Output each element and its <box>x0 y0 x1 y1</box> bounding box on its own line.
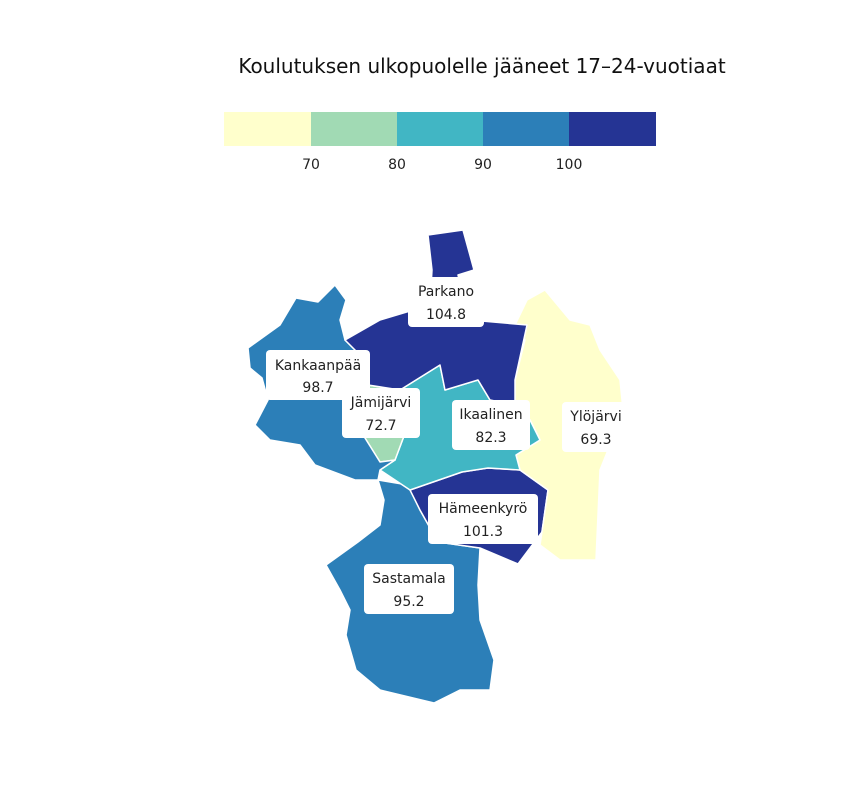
legend-tick-100: 100 <box>556 157 583 173</box>
legend-tick-90: 90 <box>474 157 492 173</box>
label-ylojarvi-value: 69.3 <box>580 432 611 448</box>
label-ylojarvi-name: Ylöjärvi <box>569 409 621 425</box>
label-jamijarvi-value: 72.7 <box>365 418 396 434</box>
label-ikaalinen-value: 82.3 <box>475 430 506 446</box>
legend-swatch-1 <box>224 112 311 146</box>
legend-swatch-4 <box>483 112 570 146</box>
legend-swatch-3 <box>397 112 484 146</box>
label-hameenkyro-name: Hämeenkyrö <box>439 501 528 517</box>
legend-swatch-2 <box>311 112 398 146</box>
label-sastamala: Sastamala 95.2 <box>364 564 454 614</box>
label-ylojarvi: Ylöjärvi 69.3 <box>562 402 630 452</box>
label-parkano: Parkano 104.8 <box>408 277 484 327</box>
label-parkano-name: Parkano <box>418 284 474 300</box>
label-sastamala-value: 95.2 <box>393 594 424 610</box>
label-jamijarvi: Jämijärvi 72.7 <box>342 388 420 438</box>
label-sastamala-name: Sastamala <box>372 571 446 587</box>
label-ikaalinen-name: Ikaalinen <box>459 407 522 423</box>
label-hameenkyro-value: 101.3 <box>463 524 503 540</box>
map-title: Koulutuksen ulkopuolelle jääneet 17–24-v… <box>238 54 726 78</box>
label-hameenkyro: Hämeenkyrö 101.3 <box>428 494 538 544</box>
legend-tick-70: 70 <box>302 157 320 173</box>
label-kankaanpaa-name: Kankaanpää <box>275 358 361 374</box>
label-parkano-value: 104.8 <box>426 307 466 323</box>
legend-tick-80: 80 <box>388 157 406 173</box>
label-jamijarvi-name: Jämijärvi <box>350 395 412 411</box>
legend-swatch-5 <box>569 112 656 146</box>
label-ikaalinen: Ikaalinen 82.3 <box>452 400 530 450</box>
label-kankaanpaa: Kankaanpää 98.7 <box>266 350 370 400</box>
color-legend: 70 80 90 100 <box>224 112 656 173</box>
label-kankaanpaa-value: 98.7 <box>302 380 333 396</box>
